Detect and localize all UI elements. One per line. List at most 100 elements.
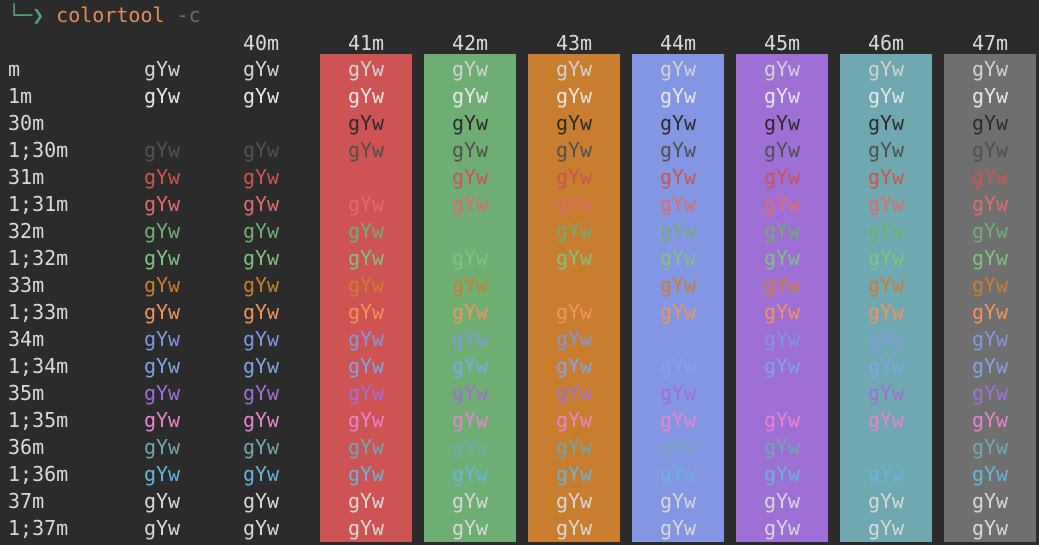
background-swatch-41m <box>320 54 412 542</box>
sample-cell: gYw <box>867 327 905 351</box>
sample-cell: gYw <box>763 354 801 378</box>
sample-cell: gYw <box>347 381 385 405</box>
sample-cell: gYw <box>763 273 801 297</box>
sample-cell: gYw <box>555 219 593 243</box>
sample-cell: gYw <box>347 489 385 513</box>
sample-cell: gYw <box>763 381 801 405</box>
sample-cell: gYw <box>971 138 1009 162</box>
sample-cell: gYw <box>143 300 181 324</box>
sample-cell: gYw <box>971 516 1009 540</box>
sample-cell: gYw <box>555 57 593 81</box>
sample-cell: gYw <box>659 246 697 270</box>
sample-cell: gYw <box>242 435 280 459</box>
sample-cell: gYw <box>763 84 801 108</box>
sample-cell: gYw <box>763 408 801 432</box>
column-header-43m: 43m <box>555 31 593 55</box>
column-header-45m: 45m <box>763 31 801 55</box>
sample-cell: gYw <box>451 165 489 189</box>
sample-cell: gYw <box>867 165 905 189</box>
sample-cell: gYw <box>971 165 1009 189</box>
sample-cell: gYw <box>451 327 489 351</box>
sample-cell: gYw <box>242 462 280 486</box>
sample-cell: gYw <box>242 516 280 540</box>
sample-cell: gYw <box>555 165 593 189</box>
sample-cell: gYw <box>971 57 1009 81</box>
sample-cell: gYw <box>555 327 593 351</box>
row-label: 1;32m <box>8 246 69 270</box>
sample-cell: gYw <box>659 138 697 162</box>
sample-cell: gYw <box>763 246 801 270</box>
sample-cell: gYw <box>242 354 280 378</box>
row-label: 30m <box>8 111 45 135</box>
sample-cell: gYw <box>555 111 593 135</box>
sample-cell: gYw <box>555 489 593 513</box>
sample-cell: gYw <box>555 84 593 108</box>
row-label: 1;37m <box>8 516 69 540</box>
sample-cell: gYw <box>242 192 280 216</box>
sample-cell: gYw <box>242 489 280 513</box>
sample-cell: gYw <box>971 354 1009 378</box>
sample-cell: gYw <box>555 138 593 162</box>
sample-cell: gYw <box>659 516 697 540</box>
sample-cell: gYw <box>971 300 1009 324</box>
row-label: 1;34m <box>8 354 69 378</box>
sample-cell: gYw <box>242 300 280 324</box>
sample-cell: gYw <box>763 219 801 243</box>
sample-cell: gYw <box>763 516 801 540</box>
sample-cell: gYw <box>763 327 801 351</box>
shell-prompt: └─❯ colortool -c <box>8 2 201 28</box>
prompt-flag: -c <box>176 3 201 27</box>
sample-cell: gYw <box>143 273 181 297</box>
sample-cell: gYw <box>555 354 593 378</box>
sample-cell: gYw <box>242 273 280 297</box>
sample-cell: gYw <box>451 84 489 108</box>
row-label: 1;31m <box>8 192 69 216</box>
sample-cell: gYw <box>347 192 385 216</box>
row-label: 37m <box>8 489 45 513</box>
sample-cell: gYw <box>763 138 801 162</box>
sample-cell: gYw <box>347 435 385 459</box>
sample-cell: gYw <box>659 165 697 189</box>
sample-cell: gYw <box>451 192 489 216</box>
sample-cell: gYw <box>242 57 280 81</box>
sample-cell: gYw <box>867 489 905 513</box>
sample-cell: gYw <box>971 111 1009 135</box>
sample-cell: gYw <box>555 435 593 459</box>
sample-cell: gYw <box>763 489 801 513</box>
sample-cell: gYw <box>451 408 489 432</box>
column-header-40m: 40m <box>242 31 280 55</box>
sample-cell: gYw <box>867 516 905 540</box>
sample-cell: gYw <box>659 111 697 135</box>
sample-cell: gYw <box>971 408 1009 432</box>
background-swatch-44m <box>632 54 724 542</box>
sample-cell: gYw <box>143 327 181 351</box>
sample-cell: gYw <box>242 381 280 405</box>
row-label: 1;33m <box>8 300 69 324</box>
sample-cell: gYw <box>242 84 280 108</box>
sample-cell: gYw <box>242 219 280 243</box>
row-label: 1;35m <box>8 408 69 432</box>
sample-cell: gYw <box>971 273 1009 297</box>
sample-cell: gYw <box>971 462 1009 486</box>
sample-cell: gYw <box>242 327 280 351</box>
sample-cell: gYw <box>867 57 905 81</box>
sample-cell: gYw <box>867 192 905 216</box>
sample-cell: gYw <box>659 354 697 378</box>
sample-cell: gYw <box>347 327 385 351</box>
sample-cell: gYw <box>659 327 697 351</box>
background-swatch-45m <box>736 54 828 542</box>
sample-cell: gYw <box>347 408 385 432</box>
sample-cell: gYw <box>971 219 1009 243</box>
sample-cell: gYw <box>451 354 489 378</box>
sample-cell: gYw <box>867 219 905 243</box>
column-header-46m: 46m <box>867 31 905 55</box>
sample-cell: gYw <box>242 408 280 432</box>
sample-cell: gYw <box>763 111 801 135</box>
sample-cell: gYw <box>659 273 697 297</box>
column-header-44m: 44m <box>659 31 697 55</box>
sample-cell: gYw <box>763 300 801 324</box>
sample-cell: gYw <box>555 300 593 324</box>
sample-cell: gYw <box>971 381 1009 405</box>
sample-cell: gYw <box>451 246 489 270</box>
